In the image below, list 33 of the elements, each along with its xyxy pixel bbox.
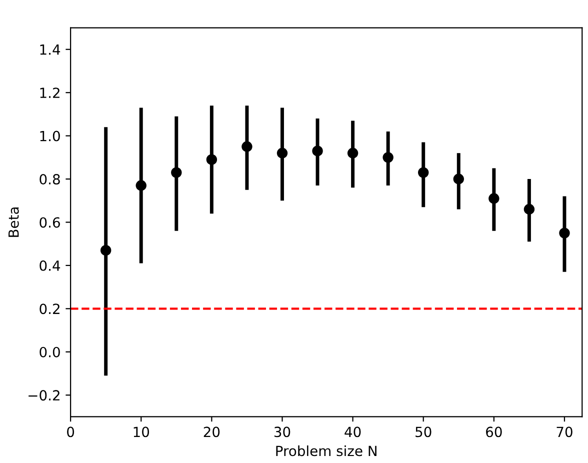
y-tick-label: 1.0 (40, 130, 60, 142)
x-tick-label: 70 (556, 426, 572, 438)
point (418, 167, 429, 178)
point (382, 152, 394, 163)
point (100, 244, 112, 256)
y-tick-label: 0.8 (40, 174, 60, 184)
point (488, 193, 500, 204)
x-tick-label: 50 (416, 426, 432, 438)
y-tick-label: 1.4 (40, 44, 60, 55)
y-tick-label: −0.2 (28, 390, 60, 401)
point (276, 148, 288, 158)
point (347, 148, 358, 158)
y-tick-label: 0.6 (40, 217, 60, 228)
x-tick-label: 60 (486, 426, 502, 438)
y-axis-title: Beta (8, 207, 19, 237)
point (136, 180, 146, 191)
y-tick-label: 0.2 (40, 304, 60, 314)
point (524, 204, 535, 215)
point (171, 167, 182, 178)
point (242, 141, 252, 152)
x-tick-label: 10 (134, 426, 150, 438)
y-tick-label: 0.4 (40, 260, 60, 271)
x-tick-label: 20 (204, 426, 220, 438)
point (453, 174, 464, 184)
x-tick-label: 30 (274, 426, 290, 438)
point (559, 228, 570, 238)
point (206, 154, 218, 165)
y-tick-label: 1.2 (40, 88, 60, 98)
y-tick-label: 0.0 (40, 346, 60, 358)
x-tick-label: 40 (344, 426, 361, 438)
point (312, 146, 323, 156)
x-axis-title: Problem size N (276, 445, 376, 456)
x-tick-label: 0 (67, 426, 74, 438)
